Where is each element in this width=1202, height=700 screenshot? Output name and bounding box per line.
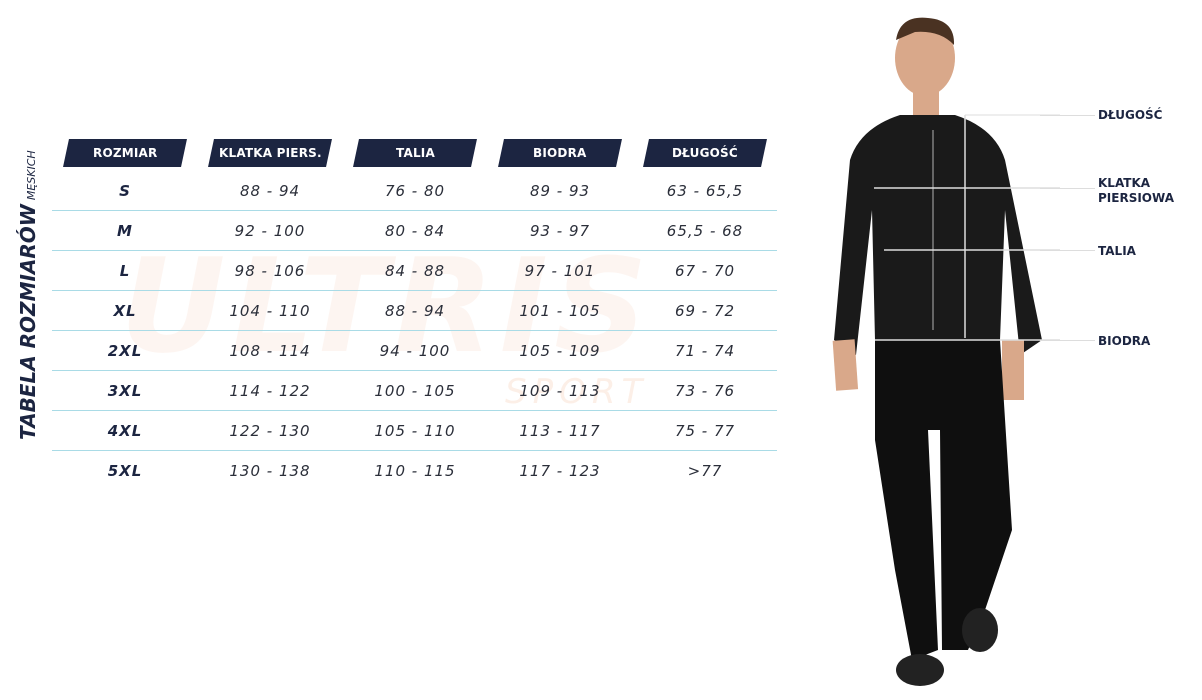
column-header-label: KLATKA PIERS. <box>218 146 322 160</box>
column-header: BIODRA <box>498 139 622 167</box>
label-length: DŁUGOŚĆ <box>1098 108 1163 122</box>
measure-cell: 100 - 105 <box>374 382 456 400</box>
measure-cell: 88 - 94 <box>239 182 301 200</box>
title-sub: MĘSKICH <box>25 150 38 201</box>
watermark-logo-sub: SPORT <box>505 372 649 412</box>
column-header-label: ROZMIAR <box>92 146 158 160</box>
measure-cell: 130 - 138 <box>229 462 311 480</box>
row-divider <box>52 330 777 331</box>
measure-cell: 97 - 101 <box>524 262 596 280</box>
column-header-label: DŁUGOŚĆ <box>672 146 738 160</box>
measure-cell: 88 - 94 <box>384 302 446 320</box>
measure-cell: 117 - 123 <box>519 462 601 480</box>
size-cell: 2XL <box>107 342 143 360</box>
measure-cell: 69 - 72 <box>674 302 736 320</box>
measure-cell: 108 - 114 <box>229 342 311 360</box>
size-cell: XL <box>113 302 137 320</box>
measure-cell: 67 - 70 <box>674 262 736 280</box>
measure-cell: 71 - 74 <box>674 342 736 360</box>
chart-title: TABELA ROZMIARÓW MĘSKICH <box>16 150 40 440</box>
title-main: TABELA ROZMIARÓW <box>16 204 40 440</box>
measure-cell: 65,5 - 68 <box>666 222 744 240</box>
row-divider <box>52 290 777 291</box>
watermark-logo: ULTRIS <box>120 230 654 382</box>
measure-cell: 92 - 100 <box>234 222 306 240</box>
measure-cell: 76 - 80 <box>384 182 446 200</box>
measure-cell: 75 - 77 <box>674 422 736 440</box>
column-header: KLATKA PIERS. <box>208 139 332 167</box>
measure-cell: 93 - 97 <box>529 222 591 240</box>
size-cell: 3XL <box>107 382 143 400</box>
size-cell: S <box>119 182 131 200</box>
measure-cell: 114 - 122 <box>229 382 311 400</box>
measure-cell: 84 - 88 <box>384 262 446 280</box>
row-divider <box>52 370 777 371</box>
measure-cell: 105 - 109 <box>519 342 601 360</box>
measure-cell: 63 - 65,5 <box>666 182 744 200</box>
measure-cell: 94 - 100 <box>379 342 451 360</box>
label-chest-line2: PIERSIOWA <box>1098 191 1174 205</box>
measure-cell: >77 <box>687 462 723 480</box>
column-header: DŁUGOŚĆ <box>643 139 767 167</box>
measure-cell: 109 - 113 <box>519 382 601 400</box>
measure-cell: 73 - 76 <box>674 382 736 400</box>
label-hips: BIODRA <box>1098 334 1151 348</box>
size-cell: L <box>119 262 131 280</box>
column-header-label: TALIA <box>395 146 435 160</box>
measure-cell: 105 - 110 <box>374 422 456 440</box>
measure-cell: 113 - 117 <box>519 422 601 440</box>
row-divider <box>52 210 777 211</box>
size-cell: 4XL <box>107 422 143 440</box>
column-header: TALIA <box>353 139 477 167</box>
size-cell: 5XL <box>107 462 143 480</box>
size-cell: M <box>117 222 133 240</box>
column-header-label: BIODRA <box>533 146 587 160</box>
row-divider <box>52 450 777 451</box>
measure-cell: 89 - 93 <box>529 182 591 200</box>
measure-cell: 98 - 106 <box>234 262 306 280</box>
model-figure <box>832 17 1060 686</box>
row-divider <box>52 410 777 411</box>
measure-cell: 101 - 105 <box>519 302 601 320</box>
measure-cell: 110 - 115 <box>374 462 456 480</box>
label-chest: KLATKA PIERSIOWA <box>1098 176 1174 206</box>
row-divider <box>52 250 777 251</box>
measure-cell: 122 - 130 <box>229 422 311 440</box>
label-chest-line1: KLATKA <box>1098 176 1151 190</box>
column-header: ROZMIAR <box>63 139 187 167</box>
measure-cell: 104 - 110 <box>229 302 311 320</box>
measure-cell: 80 - 84 <box>384 222 446 240</box>
label-waist: TALIA <box>1098 244 1136 258</box>
